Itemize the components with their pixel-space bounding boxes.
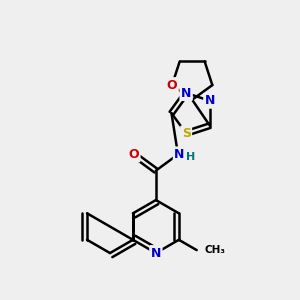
- Text: N: N: [181, 86, 191, 100]
- Text: N: N: [174, 148, 184, 161]
- Text: O: O: [167, 79, 177, 92]
- Text: N: N: [151, 247, 161, 260]
- Text: N: N: [205, 94, 215, 107]
- Text: CH₃: CH₃: [205, 245, 226, 255]
- Text: S: S: [182, 127, 190, 140]
- Text: H: H: [186, 152, 195, 162]
- Text: O: O: [128, 148, 139, 161]
